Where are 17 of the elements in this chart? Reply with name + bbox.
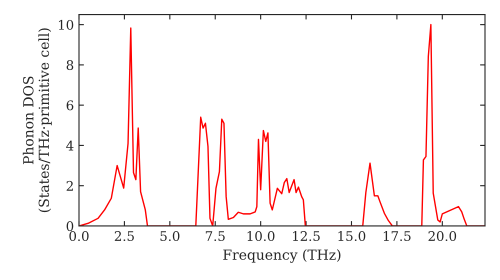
y-tick-label: 10 <box>58 20 74 30</box>
x-tick-label: 15.0 <box>338 231 366 242</box>
x-tick-label: 17.5 <box>384 231 411 242</box>
x-tick-label: 5.0 <box>160 231 180 242</box>
y-tick-label: 8 <box>66 60 74 70</box>
x-tick-label: 20.0 <box>428 231 456 242</box>
y-tick-label: 0 <box>66 221 74 232</box>
y-tick-label: 2 <box>66 180 73 191</box>
x-tick-label: 10.0 <box>248 231 274 242</box>
x-tick-label: 2.5 <box>114 231 134 242</box>
y-tick-label: 4 <box>66 140 74 150</box>
x-tick-label: 0.0 <box>69 231 89 242</box>
x-tick-label: 7.5 <box>206 231 225 242</box>
x-tick-label: 12.5 <box>292 231 320 242</box>
x-axis-title: Frequency (THz) <box>223 249 340 263</box>
y-tick-label: 6 <box>66 100 74 110</box>
y-axis-title: Phonon DOS (States/THz·primitive cell) <box>22 28 52 212</box>
